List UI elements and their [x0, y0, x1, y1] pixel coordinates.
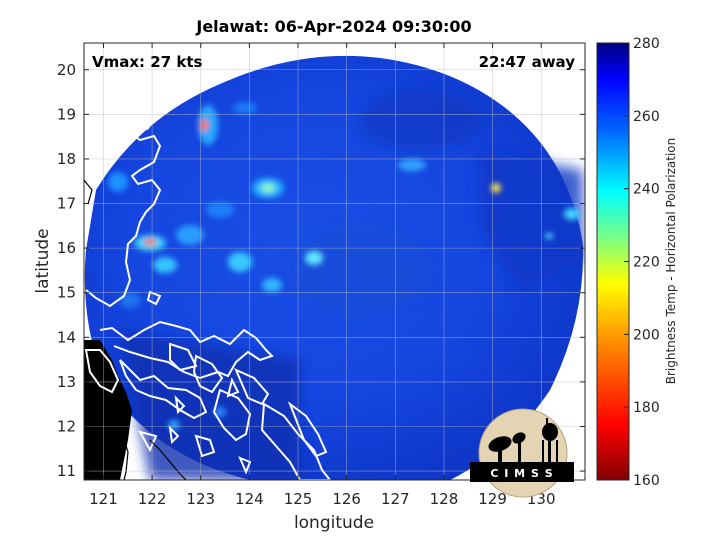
x-axis-ticks: 121 122 123 124 125 126 127 128 129 130: [89, 43, 556, 508]
vmax-label: Vmax: 27 kts: [92, 53, 202, 71]
colorbar-tick-label: 180: [633, 400, 660, 416]
y-tick-label: 12: [57, 417, 76, 435]
x-axis-label: longitude: [294, 513, 374, 533]
colorbar-ticks: 160 180 200 220 240 260 280: [624, 36, 660, 489]
x-tick-label: 128: [430, 490, 459, 508]
land-masses: [84, 340, 132, 480]
y-axis-label: latitude: [33, 228, 53, 293]
y-tick-label: 16: [57, 239, 76, 257]
colorbar-label: Brightness Temp - Horizontal Polarizatio…: [664, 138, 678, 385]
logo-dish-icon: [488, 432, 526, 462]
coastlines: [84, 95, 332, 480]
y-tick-label: 17: [57, 195, 76, 213]
land-outlines: [84, 179, 187, 480]
colorbar-tick-label: 280: [633, 36, 660, 52]
y-tick-label: 11: [57, 462, 76, 480]
x-tick-label: 124: [235, 490, 264, 508]
y-tick-label: 14: [57, 328, 76, 346]
x-tick-label: 125: [284, 490, 313, 508]
colorbar-tick-label: 160: [633, 473, 660, 489]
x-tick-label: 126: [332, 490, 361, 508]
y-tick-label: 19: [57, 105, 76, 123]
colorbar: 160 180 200 220 240 260 280 Brightness Temp - …: [596, 36, 678, 489]
x-tick-label: 122: [138, 490, 167, 508]
colorbar-tick-label: 240: [633, 182, 660, 198]
axes-frame: [83, 42, 586, 481]
logo-text: C I M S S: [490, 467, 553, 480]
y-tick-label: 18: [57, 150, 76, 168]
y-tick-label: 15: [57, 284, 76, 302]
grid-lines: [84, 43, 585, 480]
distance-label: 22:47 away: [479, 53, 576, 71]
colorbar-gradient: [596, 42, 630, 481]
x-tick-label: 121: [89, 490, 118, 508]
colorbar-tick-label: 200: [633, 327, 660, 343]
x-tick-label: 127: [381, 490, 410, 508]
cimss-logo: C I M S S: [470, 408, 574, 498]
x-tick-label: 129: [478, 490, 507, 508]
colorbar-tick-label: 260: [633, 109, 660, 125]
y-axis-ticks: 11 12 13 14 15 16 17 18 19 20: [57, 61, 585, 480]
y-tick-label: 20: [57, 61, 76, 79]
logo-water-tower-icon: [542, 418, 558, 462]
y-tick-label: 13: [57, 373, 76, 391]
chart-title: Jelawat: 06-Apr-2024 09:30:00: [195, 17, 471, 36]
x-tick-label: 123: [186, 490, 215, 508]
colorbar-tick-label: 220: [633, 255, 660, 271]
